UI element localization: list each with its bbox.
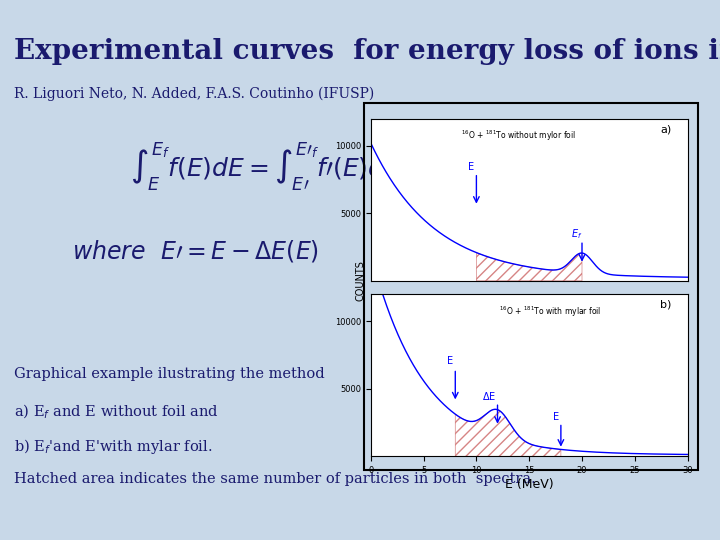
Text: E (MeV): E (MeV) — [505, 478, 554, 491]
Text: Hatched area indicates the same number of particles in both  spectra.: Hatched area indicates the same number o… — [14, 472, 536, 487]
Text: Graphical example ilustrating the method: Graphical example ilustrating the method — [14, 367, 325, 381]
Text: E: E — [447, 356, 453, 367]
Text: b) E$_f$'and E'with mylar foil.: b) E$_f$'and E'with mylar foil. — [14, 437, 213, 456]
Text: $^{16}$O + $^{181}$To with mylar foil: $^{16}$O + $^{181}$To with mylar foil — [499, 304, 601, 319]
Text: $\int_{E}^{E_f} f(E)dE = \int_{E\prime}^{E\prime_f} f\prime(E)dE$: $\int_{E}^{E_f} f(E)dE = \int_{E\prime}^… — [130, 140, 401, 193]
Text: a) E$_f$ and E without foil and: a) E$_f$ and E without foil and — [14, 402, 219, 421]
Text: a): a) — [660, 124, 672, 134]
Text: $\it{where}\ \ E\prime= E - \Delta E(E)$: $\it{where}\ \ E\prime= E - \Delta E(E)$ — [72, 238, 319, 264]
Text: b): b) — [660, 300, 672, 310]
Text: $E_f$: $E_f$ — [571, 227, 582, 241]
Text: R. Liguori Neto, N. Added, F.A.S. Coutinho (IFUSP): R. Liguori Neto, N. Added, F.A.S. Coutin… — [14, 86, 374, 101]
Text: E: E — [552, 412, 559, 422]
Text: $^{16}$O + $^{181}$To without mylor foil: $^{16}$O + $^{181}$To without mylor foil — [462, 129, 576, 143]
Text: COUNTS: COUNTS — [356, 260, 366, 301]
Text: $\Delta$E: $\Delta$E — [482, 389, 496, 402]
Text: E: E — [468, 162, 474, 172]
Text: Experimental curves  for energy loss of ions in matter: Experimental curves for energy loss of i… — [14, 38, 720, 65]
